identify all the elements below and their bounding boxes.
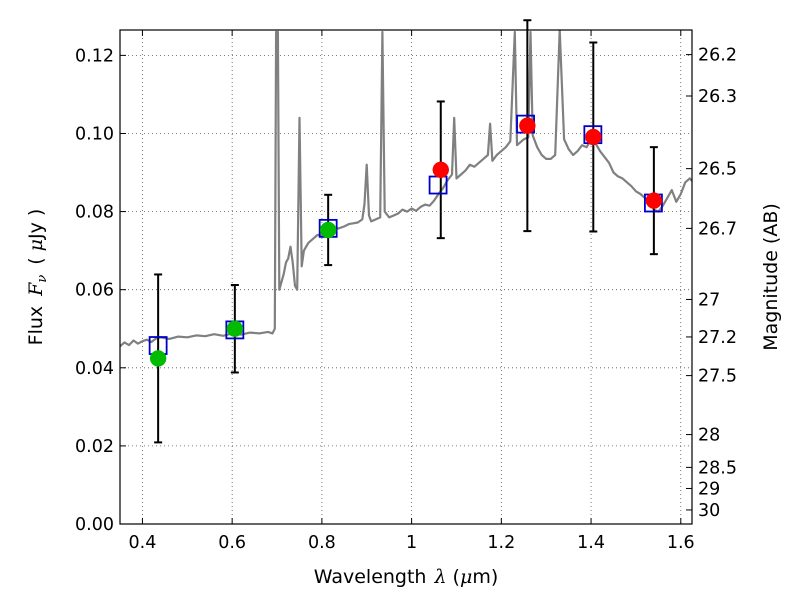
y-tick-label: 0.04: [75, 359, 114, 379]
observed-flux-point: [585, 128, 602, 146]
magnitude-tick-label: 27.5: [698, 367, 737, 387]
y-tick-label: 0.06: [75, 281, 114, 301]
y-tick-label: 0.00: [75, 515, 114, 535]
right-axis-title: Magnitude (AB): [760, 203, 782, 351]
observed-flux-point: [519, 117, 536, 134]
y-axis-title: FluxFν(μJy ): [25, 209, 50, 346]
plot-frame: [119, 29, 693, 525]
spectrum-layer: [120, 30, 692, 348]
x-axis-title: Wavelength λ (μm): [314, 566, 498, 588]
observed-flux-point: [432, 161, 450, 179]
observed-flux-point: [645, 192, 663, 209]
x-tick-label: 1: [406, 533, 417, 553]
magnitude-tick-label: 26.5: [698, 160, 737, 180]
x-tick-label: 0.8: [308, 533, 336, 553]
observed-flux-point: [319, 221, 337, 239]
y-tick-label: 0.02: [75, 437, 114, 457]
y-tick-label: 0.12: [75, 46, 114, 66]
magnitude-tick-label: 28: [698, 426, 720, 446]
magnitude-tick-label: 26.7: [698, 219, 737, 239]
y-axis-ticks: 0.00 0.02 0.04 0.06 0.08 0.10 0.12: [75, 46, 126, 535]
x-axis-ticks: 0.4 0.6 0.8 1 1.2 1.4 1.6: [129, 30, 695, 553]
model-points: [148, 114, 663, 355]
magnitude-tick-label: 27.2: [698, 328, 737, 348]
model-spectrum-line: [120, 30, 692, 348]
y-tick-label: 0.10: [75, 124, 114, 144]
x-tick-label: 1.6: [667, 533, 695, 553]
magnitude-tick-label: 26.2: [698, 46, 737, 66]
error-bars: [154, 19, 658, 444]
grid-lines: [120, 30, 692, 525]
x-tick-label: 1.2: [487, 533, 515, 553]
x-tick-label: 1.4: [577, 533, 605, 553]
observed-flux-point: [226, 320, 244, 337]
x-tick-label: 0.6: [218, 533, 246, 553]
y-tick-label: 0.08: [75, 203, 114, 223]
magnitude-tick-label: 29: [698, 479, 720, 499]
magnitude-tick-label: 27: [698, 290, 720, 310]
magnitude-tick-label: 28.5: [698, 458, 737, 478]
observed-points: [149, 117, 663, 367]
magnitude-tick-label: 30: [698, 501, 720, 521]
x-tick-label: 0.4: [129, 533, 157, 553]
observed-flux-point: [149, 350, 167, 367]
magnitude-tick-label: 26.3: [698, 87, 737, 107]
